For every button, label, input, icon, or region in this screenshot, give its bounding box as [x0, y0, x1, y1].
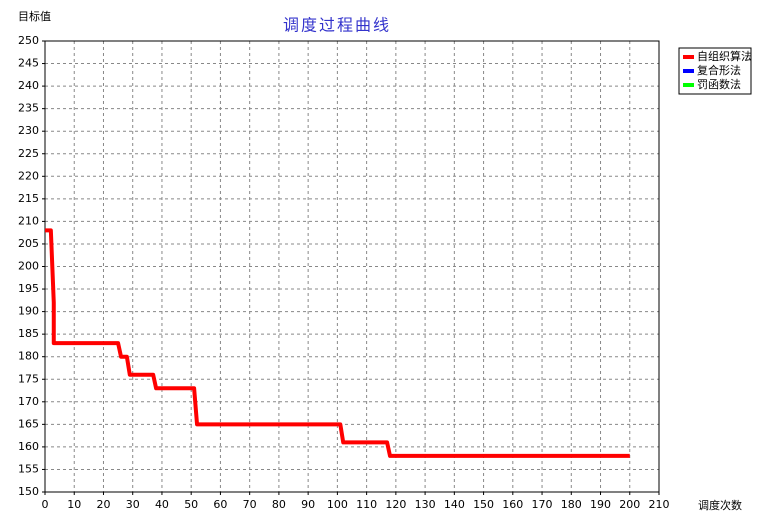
y-tick-label: 175 — [18, 372, 39, 385]
x-tick-label: 160 — [502, 498, 523, 511]
y-tick-label: 165 — [18, 417, 39, 430]
x-tick-label: 180 — [561, 498, 582, 511]
legend-label: 罚函数法 — [697, 77, 741, 91]
x-tick-label: 60 — [213, 498, 227, 511]
x-tick-label: 170 — [532, 498, 553, 511]
x-tick-label: 200 — [619, 498, 640, 511]
plot-frame — [44, 40, 660, 493]
y-tick-label: 220 — [18, 169, 39, 182]
x-tick-label: 90 — [301, 498, 315, 511]
y-tick-label: 150 — [18, 485, 39, 498]
y-tick-label: 170 — [18, 395, 39, 408]
x-tick-label: 110 — [356, 498, 377, 511]
x-tick-label: 50 — [184, 498, 198, 511]
x-tick-label: 40 — [155, 498, 169, 511]
y-tick-label: 190 — [18, 305, 39, 318]
y-tick-label: 185 — [18, 327, 39, 340]
y-tick-label: 160 — [18, 440, 39, 453]
x-tick-label: 190 — [590, 498, 611, 511]
y-tick-label: 245 — [18, 57, 39, 70]
y-tick-label: 215 — [18, 192, 39, 205]
x-tick-label: 0 — [42, 498, 49, 511]
chart-title: 调度过程曲线 — [283, 16, 391, 35]
legend-label: 复合形法 — [697, 63, 741, 77]
y-tick-label: 225 — [18, 147, 39, 160]
series-line — [45, 228, 630, 458]
x-tick-label: 10 — [67, 498, 81, 511]
x-tick-label: 120 — [385, 498, 406, 511]
x-tick-label: 140 — [444, 498, 465, 511]
y-tick-label: 155 — [18, 462, 39, 475]
x-tick-label: 80 — [272, 498, 286, 511]
y-tick-label: 235 — [18, 102, 39, 115]
y-tick-label: 230 — [18, 124, 39, 137]
x-tick-label: 210 — [649, 498, 670, 511]
y-tick-label: 180 — [18, 350, 39, 363]
x-axis-label: 调度次数 — [698, 498, 742, 512]
y-tick-label: 250 — [18, 34, 39, 47]
y-tick-label: 200 — [18, 260, 39, 273]
x-tick-label: 100 — [327, 498, 348, 511]
x-tick-label: 20 — [96, 498, 110, 511]
x-tick-label: 130 — [415, 498, 436, 511]
x-tick-label: 150 — [473, 498, 494, 511]
y-tick-label: 195 — [18, 282, 39, 295]
legend-label: 自组织算法 — [697, 49, 752, 63]
x-tick-label: 70 — [243, 498, 257, 511]
x-tick-label: 30 — [126, 498, 140, 511]
y-tick-label: 205 — [18, 237, 39, 250]
y-tick-label: 240 — [18, 79, 39, 92]
y-axis-label: 目标值 — [18, 9, 51, 23]
y-tick-label: 210 — [18, 214, 39, 227]
